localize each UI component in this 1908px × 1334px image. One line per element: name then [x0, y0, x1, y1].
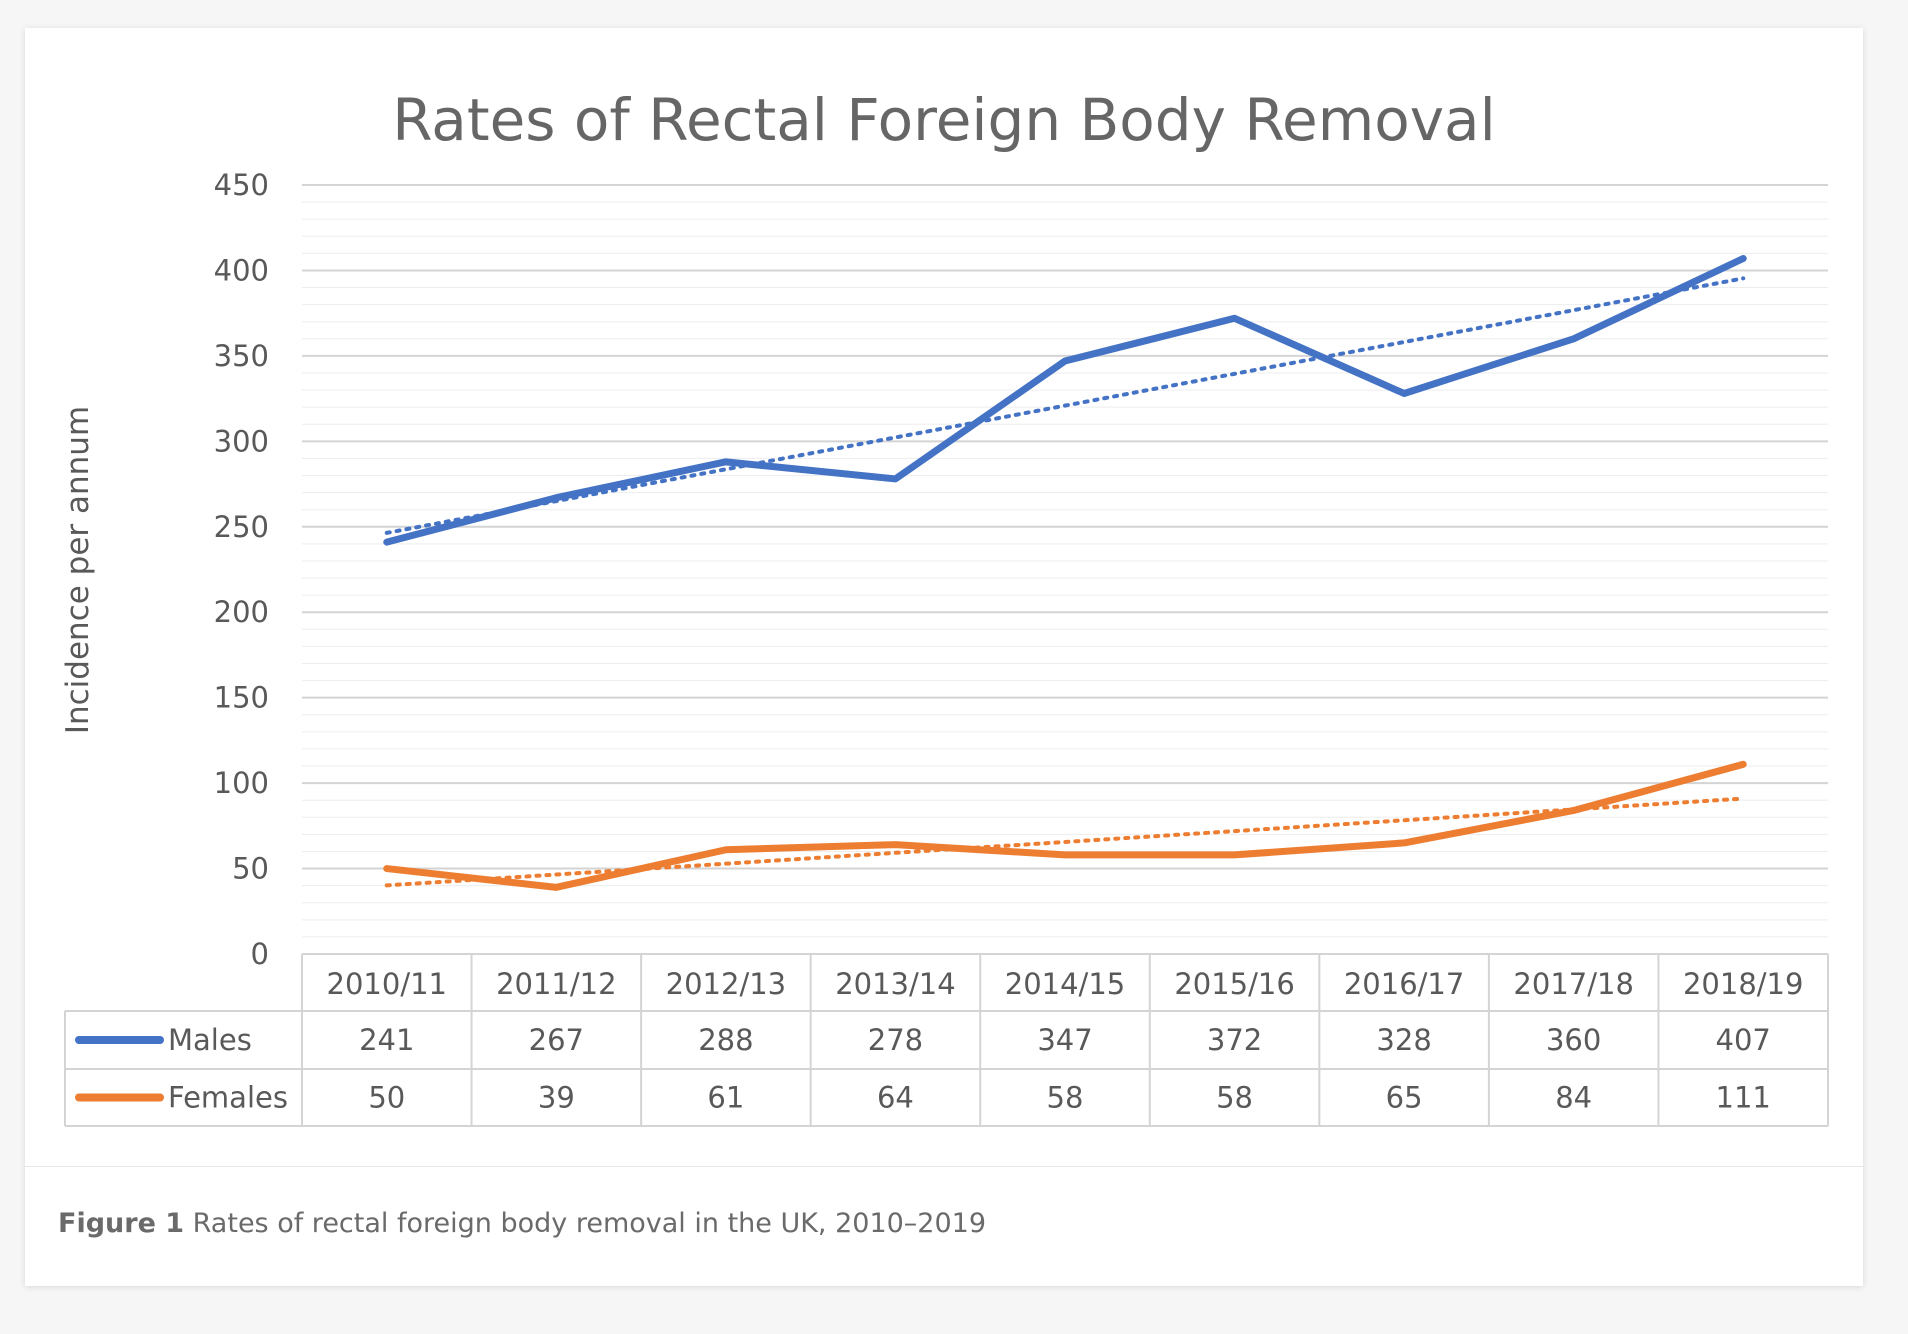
y-tick-label: 150 [214, 681, 269, 715]
table-cell-value: 65 [1386, 1081, 1423, 1115]
legend-label-males: Males [168, 1023, 252, 1057]
data-point-females [1064, 854, 1066, 856]
data-point-females [555, 886, 557, 888]
x-category-label: 2014/15 [1005, 967, 1125, 1001]
figure-card: Rates of Rectal Foreign Body Removal 0 50 1… [25, 28, 1863, 1286]
data-point-males [1064, 360, 1066, 362]
y-tick-label: 350 [214, 339, 269, 373]
table-cell-value: 64 [877, 1081, 914, 1115]
y-tick-label: 300 [214, 424, 269, 458]
line-chart: Rates of Rectal Foreign Body Removal 0 50 1… [60, 86, 1829, 1127]
figure-caption-text: Rates of rectal foreign body removal in … [184, 1208, 987, 1239]
table-cell-value: 328 [1376, 1023, 1431, 1057]
y-tick-label: 200 [214, 595, 269, 629]
data-point-males [1573, 338, 1575, 340]
table-cell-value: 372 [1207, 1023, 1262, 1057]
figure-caption: Figure 1 Rates of rectal foreign body re… [58, 1208, 986, 1239]
data-point-females [1573, 809, 1575, 811]
data-point-females [1403, 842, 1405, 844]
chart-title: Rates of Rectal Foreign Body Removal [392, 86, 1495, 154]
caption-divider [25, 1166, 1863, 1167]
x-category-label: 2016/17 [1344, 967, 1464, 1001]
data-point-females [725, 849, 727, 851]
table-cell-value: 39 [538, 1081, 575, 1115]
table-cell-value: 111 [1716, 1081, 1771, 1115]
x-category-label: 2012/13 [666, 967, 786, 1001]
trendline-males [384, 276, 1746, 535]
data-point-males [555, 497, 557, 499]
y-tick-label: 100 [214, 766, 269, 800]
y-tick-label: 400 [214, 253, 269, 287]
y-tick-label: 450 [214, 168, 269, 202]
x-category-label: 2018/19 [1683, 967, 1803, 1001]
data-point-females [1742, 763, 1744, 765]
table-cell-value: 241 [359, 1023, 414, 1057]
data-point-females [1234, 854, 1236, 856]
figure-label: Figure 1 [58, 1208, 185, 1239]
table-cell-value: 407 [1716, 1023, 1771, 1057]
x-category-label: 2013/14 [835, 967, 955, 1001]
y-tick-label: 50 [232, 852, 269, 886]
y-tick-label: 0 [251, 937, 269, 971]
data-point-females [386, 868, 388, 870]
y-tick-label: 250 [214, 510, 269, 544]
table-cell-value: 347 [1037, 1023, 1092, 1057]
legend-label-females: Females [168, 1081, 288, 1115]
trendline-females [384, 796, 1746, 888]
table-cell-value: 278 [868, 1023, 923, 1057]
y-axis-label: Incidence per annum [60, 406, 96, 734]
table-cell-value: 288 [698, 1023, 753, 1057]
table-cell-value: 58 [1047, 1081, 1084, 1115]
series-line-males [383, 254, 1747, 546]
x-category-label: 2011/12 [496, 967, 616, 1001]
data-point-males [1742, 257, 1744, 259]
data-point-males [386, 541, 388, 543]
table-cell-value: 267 [529, 1023, 584, 1057]
x-category-label: 2015/16 [1174, 967, 1294, 1001]
data-point-males [1403, 392, 1405, 394]
table-cell-value: 50 [368, 1081, 405, 1115]
data-point-males [894, 478, 896, 480]
data-point-males [725, 461, 727, 463]
x-category-label: 2010/11 [327, 967, 447, 1001]
table-cell-value: 360 [1546, 1023, 1601, 1057]
data-point-males [1234, 317, 1236, 319]
data-point-females [894, 844, 896, 846]
table-cell-value: 84 [1555, 1081, 1592, 1115]
table-cell-value: 61 [707, 1081, 744, 1115]
table-cell-value: 58 [1216, 1081, 1253, 1115]
x-category-label: 2017/18 [1513, 967, 1633, 1001]
